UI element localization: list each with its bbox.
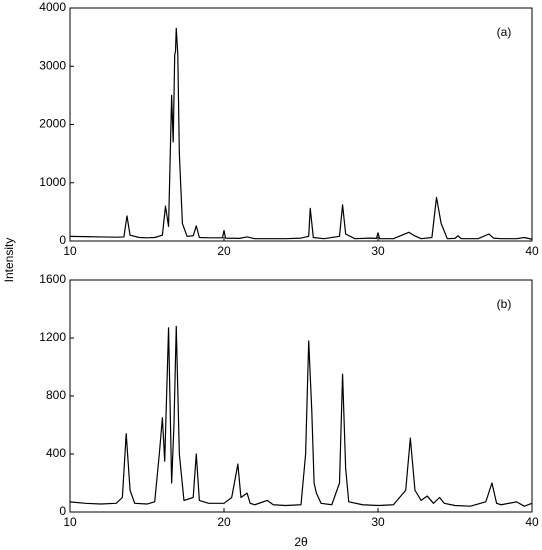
plot-frame [69,279,533,513]
x-tick-label: 30 [371,244,385,258]
x-tick-label: 40 [525,515,539,529]
y-tick-label: 2000 [39,117,66,131]
y-tick-label: 800 [46,388,66,402]
y-tick-label: 1600 [39,272,66,286]
x-tick-label: 10 [63,515,77,529]
y-tick-label: 0 [59,233,66,247]
panel-label: (b) [497,297,512,311]
y-tick-label: 1000 [39,175,66,189]
x-tick-label: 20 [217,244,231,258]
y-tick-label: 3000 [39,58,66,72]
y-tick-label: 0 [59,504,66,518]
y-tick-label: 4000 [39,0,66,14]
x-tick-label: 20 [217,515,231,529]
y-axis-label: Intensity [2,238,16,283]
x-tick-label: 30 [371,515,385,529]
y-tick-label: 1200 [39,330,66,344]
x-axis-label: 2θ [294,535,308,549]
xrd-trace [69,325,533,507]
panel-label: (a) [497,25,512,39]
x-tick-label: 10 [63,244,77,258]
x-tick-label: 40 [525,244,539,258]
plot-frame [69,7,533,242]
xrd-trace [69,27,533,240]
y-tick-label: 400 [46,446,66,460]
